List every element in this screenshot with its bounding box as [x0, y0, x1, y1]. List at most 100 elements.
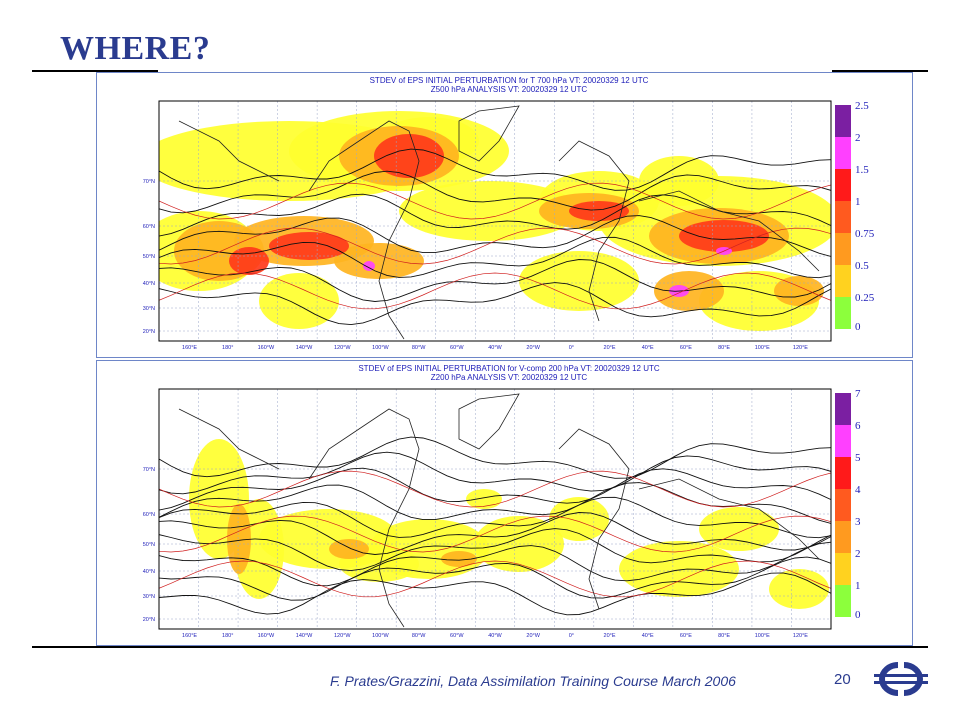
coastline — [308, 120, 420, 340]
longitude-label: 40°E — [642, 633, 654, 639]
analysis-contour — [159, 170, 831, 214]
latitude-label: 50°N — [143, 254, 155, 260]
longitude-label: 180° — [222, 633, 233, 639]
coastline — [458, 393, 520, 450]
longitude-label: 120°E — [793, 345, 808, 351]
longitude-label: 60°W — [450, 633, 464, 639]
longitude-label: 40°E — [642, 345, 654, 351]
perturbation-shading — [227, 504, 251, 574]
legend-value: 1.5 — [855, 164, 869, 176]
legend-value: 0 — [855, 609, 861, 621]
legend-value: 0.75 — [855, 228, 875, 240]
perturbation-shading — [549, 497, 609, 541]
perturbation-shading — [519, 251, 639, 311]
perturbation-shading — [774, 276, 824, 306]
longitude-label: 160°W — [258, 345, 275, 351]
longitude-label: 100°W — [372, 345, 389, 351]
perturbation-shading — [569, 201, 629, 221]
analysis-contour — [159, 556, 831, 601]
longitude-label: 20°W — [526, 633, 540, 639]
legend-swatch — [835, 425, 851, 457]
longitude-label: 0° — [569, 345, 574, 351]
latitude-label: 50°N — [143, 542, 155, 548]
legend-value: 1 — [855, 196, 861, 208]
perturbation-shading — [769, 569, 829, 609]
longitude-label: 120°W — [334, 633, 351, 639]
analysis-contour — [159, 436, 831, 479]
legend-swatch — [835, 553, 851, 585]
top-rule-right — [832, 70, 928, 72]
legend-swatch — [835, 137, 851, 169]
analysis-contour — [159, 236, 831, 279]
map-panel-t700: STDEV of EPS INITIAL PERTURBATION for T … — [96, 72, 913, 358]
legend-swatch — [835, 521, 851, 553]
legend-swatch — [835, 585, 851, 617]
red-contour — [159, 515, 831, 553]
legend-value: 6 — [855, 420, 861, 432]
latitude-label: 40°N — [143, 281, 155, 287]
legend-value: 2.5 — [855, 100, 869, 112]
analysis-contour — [159, 282, 831, 326]
perturbation-shading — [329, 539, 369, 559]
longitude-label: 140°W — [296, 633, 313, 639]
legend-value: 2 — [855, 548, 861, 560]
coastline — [638, 190, 820, 272]
legend-swatch — [835, 393, 851, 425]
analysis-contour — [159, 467, 831, 511]
longitude-label: 120°E — [793, 633, 808, 639]
latitude-label: 20°N — [143, 617, 155, 623]
latitude-label: 30°N — [143, 594, 155, 600]
latitude-label: 40°N — [143, 569, 155, 575]
red-contour — [159, 272, 831, 310]
longitude-label: 180° — [222, 345, 233, 351]
red-contour — [159, 560, 831, 598]
analysis-contour — [159, 572, 831, 616]
longitude-label: 100°E — [755, 633, 770, 639]
latitude-label: 60°N — [143, 224, 155, 230]
map-area — [158, 388, 832, 630]
coastline — [458, 105, 520, 162]
perturbation-shading — [363, 261, 375, 271]
latitude-label: 70°N — [143, 179, 155, 185]
legend-swatch — [835, 169, 851, 201]
coastline — [558, 140, 630, 322]
longitude-label: 40°W — [488, 633, 502, 639]
page-number: 20 — [834, 671, 851, 688]
analysis-contour — [159, 451, 831, 495]
perturbation-shading — [679, 220, 769, 252]
longitude-label: 80°W — [412, 345, 426, 351]
legend-swatch — [835, 489, 851, 521]
panel-title-line2: Z500 hPa ANALYSIS VT: 20020329 12 UTC — [431, 85, 588, 94]
legend-value: 0 — [855, 321, 861, 333]
red-contour — [159, 227, 831, 265]
analysis-contour — [159, 482, 831, 524]
longitude-label: 20°E — [604, 345, 616, 351]
legend-value: 5 — [855, 452, 861, 464]
analysis-contour — [159, 528, 831, 572]
legend-swatch — [835, 265, 851, 297]
bottom-rule — [32, 646, 928, 648]
legend-value: 4 — [855, 484, 861, 496]
red-contour — [159, 182, 831, 220]
legend-swatch — [835, 201, 851, 233]
latitude-label: 30°N — [143, 306, 155, 312]
longitude-label: 160°W — [258, 633, 275, 639]
ecmwf-logo-icon — [874, 662, 928, 696]
longitude-label: 80°E — [718, 633, 730, 639]
map-panel-v200: STDEV of EPS INITIAL PERTURBATION for V-… — [96, 360, 913, 646]
longitude-label: 60°E — [680, 345, 692, 351]
slide-title: WHERE? — [60, 30, 211, 67]
top-rule-left — [32, 70, 158, 72]
coastline — [178, 120, 280, 182]
legend-value: 0.5 — [855, 260, 869, 272]
perturbation-shading — [269, 232, 349, 260]
analysis-contour — [159, 541, 831, 587]
legend-value: 2 — [855, 132, 861, 144]
longitude-label: 100°W — [372, 633, 389, 639]
longitude-label: 40°W — [488, 345, 502, 351]
coastline — [178, 408, 280, 470]
legend-value: 1 — [855, 580, 861, 592]
analysis-contour — [159, 148, 831, 191]
panel-title-line1: STDEV of EPS INITIAL PERTURBATION for T … — [370, 76, 649, 85]
longitude-label: 100°E — [755, 345, 770, 351]
